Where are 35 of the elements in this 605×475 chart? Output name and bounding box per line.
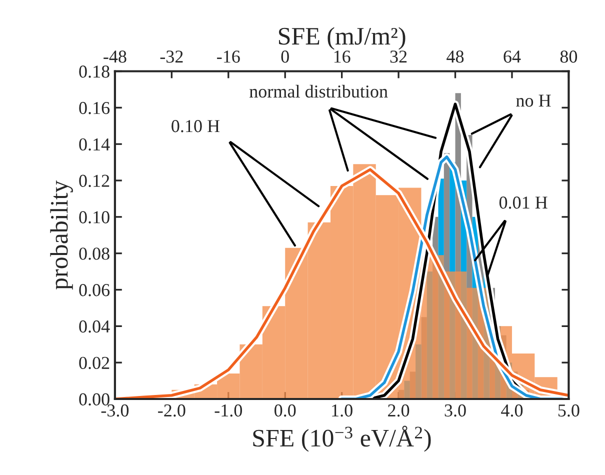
y-tick-label: 0.06 bbox=[79, 284, 110, 296]
x-axis-title: SFE (10$^{−3}$ eV/Å$^{2}$) bbox=[253, 426, 431, 452]
y-tick-label: 0.18 bbox=[79, 66, 110, 78]
x2-tick-label: 16 bbox=[334, 50, 350, 63]
y-tick-label: 0.16 bbox=[79, 102, 110, 114]
x2-tick-label: -32 bbox=[160, 50, 183, 63]
y-tick-label: 0.08 bbox=[79, 248, 110, 260]
annotation: 0.10 H bbox=[172, 120, 220, 132]
x-tick-label: -2.0 bbox=[158, 404, 186, 417]
x2-tick-label: -48 bbox=[104, 50, 126, 63]
x2-tick-label: 64 bbox=[504, 50, 521, 63]
y-tick-label: 0.02 bbox=[79, 356, 110, 370]
y-tick-label: 0.04 bbox=[79, 320, 110, 333]
annotation: no H bbox=[516, 94, 551, 107]
x-tick-label: 1.0 bbox=[332, 404, 352, 417]
y-tick-label: 0.14 bbox=[79, 138, 110, 151]
y-tick-label: 0.10 bbox=[79, 211, 110, 224]
annotation: normal distribution bbox=[250, 84, 388, 98]
x-tick-label: 0.0 bbox=[274, 404, 296, 417]
x2-axis-title: SFE (mJ/m²) bbox=[278, 27, 406, 50]
annotation: 0.01 H bbox=[499, 196, 548, 209]
x-tick-label: 2.0 bbox=[388, 404, 410, 417]
x-tick-label: 5.0 bbox=[558, 404, 580, 417]
x2-tick-label: 32 bbox=[390, 50, 407, 63]
y-axis-title: probability bbox=[50, 180, 73, 290]
x-tick-label: -1.0 bbox=[214, 404, 242, 417]
x2-tick-label: -16 bbox=[217, 50, 240, 63]
x-tick-label: 4.0 bbox=[501, 404, 523, 417]
x2-tick-label: 80 bbox=[560, 50, 578, 63]
x2-tick-label: 48 bbox=[446, 50, 464, 63]
x2-tick-label: 0 bbox=[281, 50, 289, 63]
y-tick-label: 0.12 bbox=[79, 174, 110, 188]
y-tick-label: 0.00 bbox=[79, 393, 110, 406]
x-tick-label: -3.0 bbox=[101, 404, 129, 417]
x-tick-label: 3.0 bbox=[444, 404, 466, 417]
